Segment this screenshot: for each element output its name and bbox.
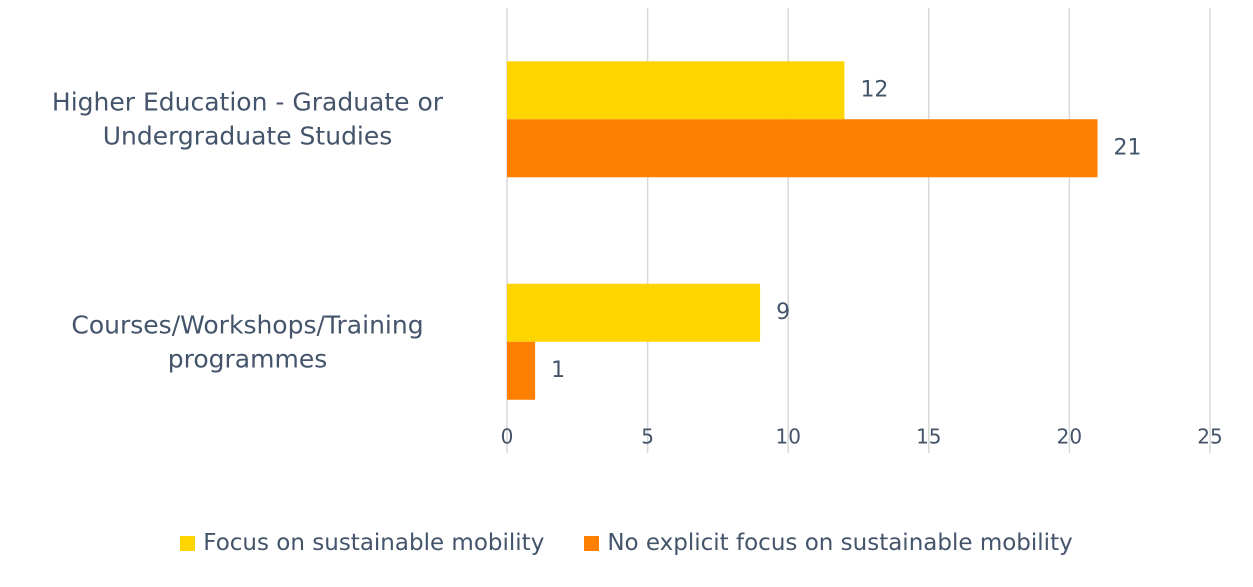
x-tick-label: 20 (1057, 425, 1082, 449)
legend-item: No explicit focus on sustainable mobilit… (584, 530, 1073, 556)
bar (507, 61, 845, 120)
legend-swatch (584, 535, 600, 551)
x-tick-label: 25 (1197, 425, 1222, 449)
legend-swatch (180, 535, 196, 551)
legend-label: No explicit focus on sustainable mobilit… (607, 530, 1073, 556)
legend-item: Focus on sustainable mobility (180, 530, 544, 556)
x-tick-label: 5 (641, 425, 654, 449)
data-label: 1 (551, 358, 565, 383)
bar (507, 341, 536, 400)
x-tick-label: 15 (916, 425, 941, 449)
bar (507, 119, 1098, 178)
legend: Focus on sustainable mobility No explicit… (0, 530, 1253, 556)
x-tick-label: 0 (501, 425, 514, 449)
legend-label: Focus on sustainable mobility (203, 530, 545, 556)
category-label: Courses/Workshops/Training programmes (71, 310, 424, 373)
category-label: Higher Education - Graduate or Undergrad… (51, 87, 444, 151)
data-label: 12 (860, 77, 888, 102)
data-label: 21 (1114, 135, 1142, 160)
bar (507, 283, 761, 342)
data-label: 9 (776, 300, 790, 325)
x-tick-label: 10 (775, 425, 800, 449)
